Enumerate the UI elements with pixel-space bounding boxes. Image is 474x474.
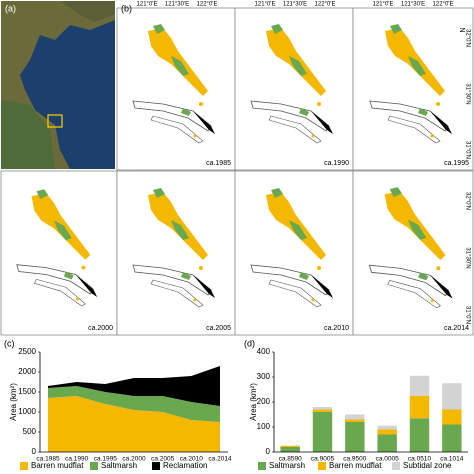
y-tick-label: 1500 — [18, 387, 36, 396]
lat-label: 31°30'N — [464, 247, 470, 268]
x-tick-label: ca.2010 — [180, 456, 204, 463]
bar — [409, 418, 430, 452]
legend-label: Saltmarsh — [101, 461, 137, 470]
lat-label: 31°30'N — [464, 83, 470, 104]
map-year: ca.2010 — [324, 325, 349, 332]
lat-label: 31°0'N — [464, 141, 470, 159]
x-tick-label: ca.9500 — [343, 456, 367, 463]
lon-label: 121°30'E — [165, 2, 189, 8]
x-tick-label: ca.9005 — [311, 456, 335, 463]
bar — [312, 407, 333, 410]
map-year: ca.2005 — [206, 325, 231, 332]
y-tick-label: 2000 — [18, 367, 36, 376]
x-tick-label: ca.2005 — [151, 456, 175, 463]
x-tick-label: ca.0005 — [376, 456, 400, 463]
north-arrow: N — [458, 27, 465, 32]
bar — [377, 434, 397, 452]
map-year: ca.1995 — [444, 160, 469, 167]
legend-swatch — [20, 462, 28, 470]
map-frame — [0, 170, 118, 336]
lon-label: 121°0'E — [137, 2, 158, 8]
axes — [273, 352, 468, 453]
legend-label: Subtidal zone — [403, 461, 452, 470]
area — [48, 386, 220, 422]
y-axis-label: Area (km²) — [249, 383, 258, 421]
bar — [345, 414, 365, 420]
x-tick-label: ca.8590 — [279, 456, 303, 463]
legend-swatch — [392, 462, 400, 470]
lon-label: 122°0'E — [433, 2, 454, 8]
bar — [345, 422, 365, 452]
y-tick-label: 300 — [257, 372, 271, 381]
y-axis-label: Area (km²) — [9, 383, 18, 421]
bar — [377, 425, 397, 430]
lon-label: 121°0'E — [373, 2, 394, 8]
y-tick-label: 400 — [257, 347, 271, 356]
bar — [280, 445, 300, 447]
map-frame — [234, 7, 354, 171]
bar — [312, 412, 333, 452]
map-frame — [352, 7, 474, 171]
area — [48, 366, 220, 406]
map-year: ca.1985 — [206, 160, 231, 167]
x-tick-label: ca.2014 — [208, 456, 232, 463]
bar — [345, 419, 365, 422]
lat-label: 32°0'N — [464, 29, 470, 47]
y-tick-label: 2500 — [18, 347, 36, 356]
y-tick-label: 1000 — [18, 407, 36, 416]
map-frame — [234, 170, 354, 336]
lon-label: 121°30'E — [401, 2, 425, 8]
legend-label: Saltmarsh — [269, 461, 305, 470]
map-frame — [116, 7, 236, 171]
y-tick-label: 100 — [257, 422, 271, 431]
map-frame — [116, 170, 236, 336]
legend-swatch — [90, 462, 98, 470]
lon-label: 122°0'E — [197, 2, 218, 8]
x-tick-label: ca.2000 — [122, 456, 146, 463]
panel-label: (b) — [121, 3, 132, 13]
bar — [409, 395, 430, 419]
map-frame — [352, 170, 474, 336]
legend-swatch — [258, 462, 266, 470]
legend-label: Barren mudflat — [31, 461, 84, 470]
bar — [312, 409, 333, 412]
legend-swatch — [318, 462, 326, 470]
x-tick-label: ca.1990 — [65, 456, 89, 463]
map-panels: ca.1985 ca.1990 ca.1995 ca.2000 ca.2005 ca.20… — [0, 2, 474, 336]
legend-label: Barren mudflat — [329, 461, 382, 470]
satellite-panel: (a) — [1, 1, 115, 169]
lon-label: 121°0'E — [255, 2, 276, 8]
map-year: ca.2014 — [444, 325, 469, 332]
x-tick-label: ca.1995 — [94, 456, 118, 463]
y-tick-label: 0 — [266, 447, 271, 456]
panel-label: (d) — [244, 338, 255, 348]
bar — [409, 375, 430, 396]
panel-label: (a) — [5, 3, 16, 13]
bar — [442, 383, 462, 410]
legend-label: Reclamation — [163, 461, 207, 470]
y-tick-label: 0 — [32, 447, 37, 456]
axes — [39, 352, 228, 453]
lat-label: 32°0'N — [464, 192, 470, 210]
map-year: ca.1990 — [324, 160, 349, 167]
x-tick-label: ca.1014 — [440, 456, 464, 463]
x-tick-label: ca.0510 — [408, 456, 432, 463]
x-tick-label: ca.1985 — [36, 456, 60, 463]
lat-label: 31°0'N — [464, 306, 470, 324]
lon-label: 122°0'E — [315, 2, 336, 8]
y-tick-label: 500 — [23, 427, 37, 436]
y-tick-label: 200 — [257, 397, 271, 406]
bar — [280, 447, 300, 452]
legend-swatch — [152, 462, 160, 470]
panel-label: (c) — [4, 338, 15, 348]
bar — [442, 409, 462, 425]
area — [48, 396, 220, 452]
lon-label: 121°30'E — [283, 2, 307, 8]
map-year: ca.2000 — [88, 325, 113, 332]
bar — [377, 429, 397, 435]
bar — [442, 424, 462, 452]
